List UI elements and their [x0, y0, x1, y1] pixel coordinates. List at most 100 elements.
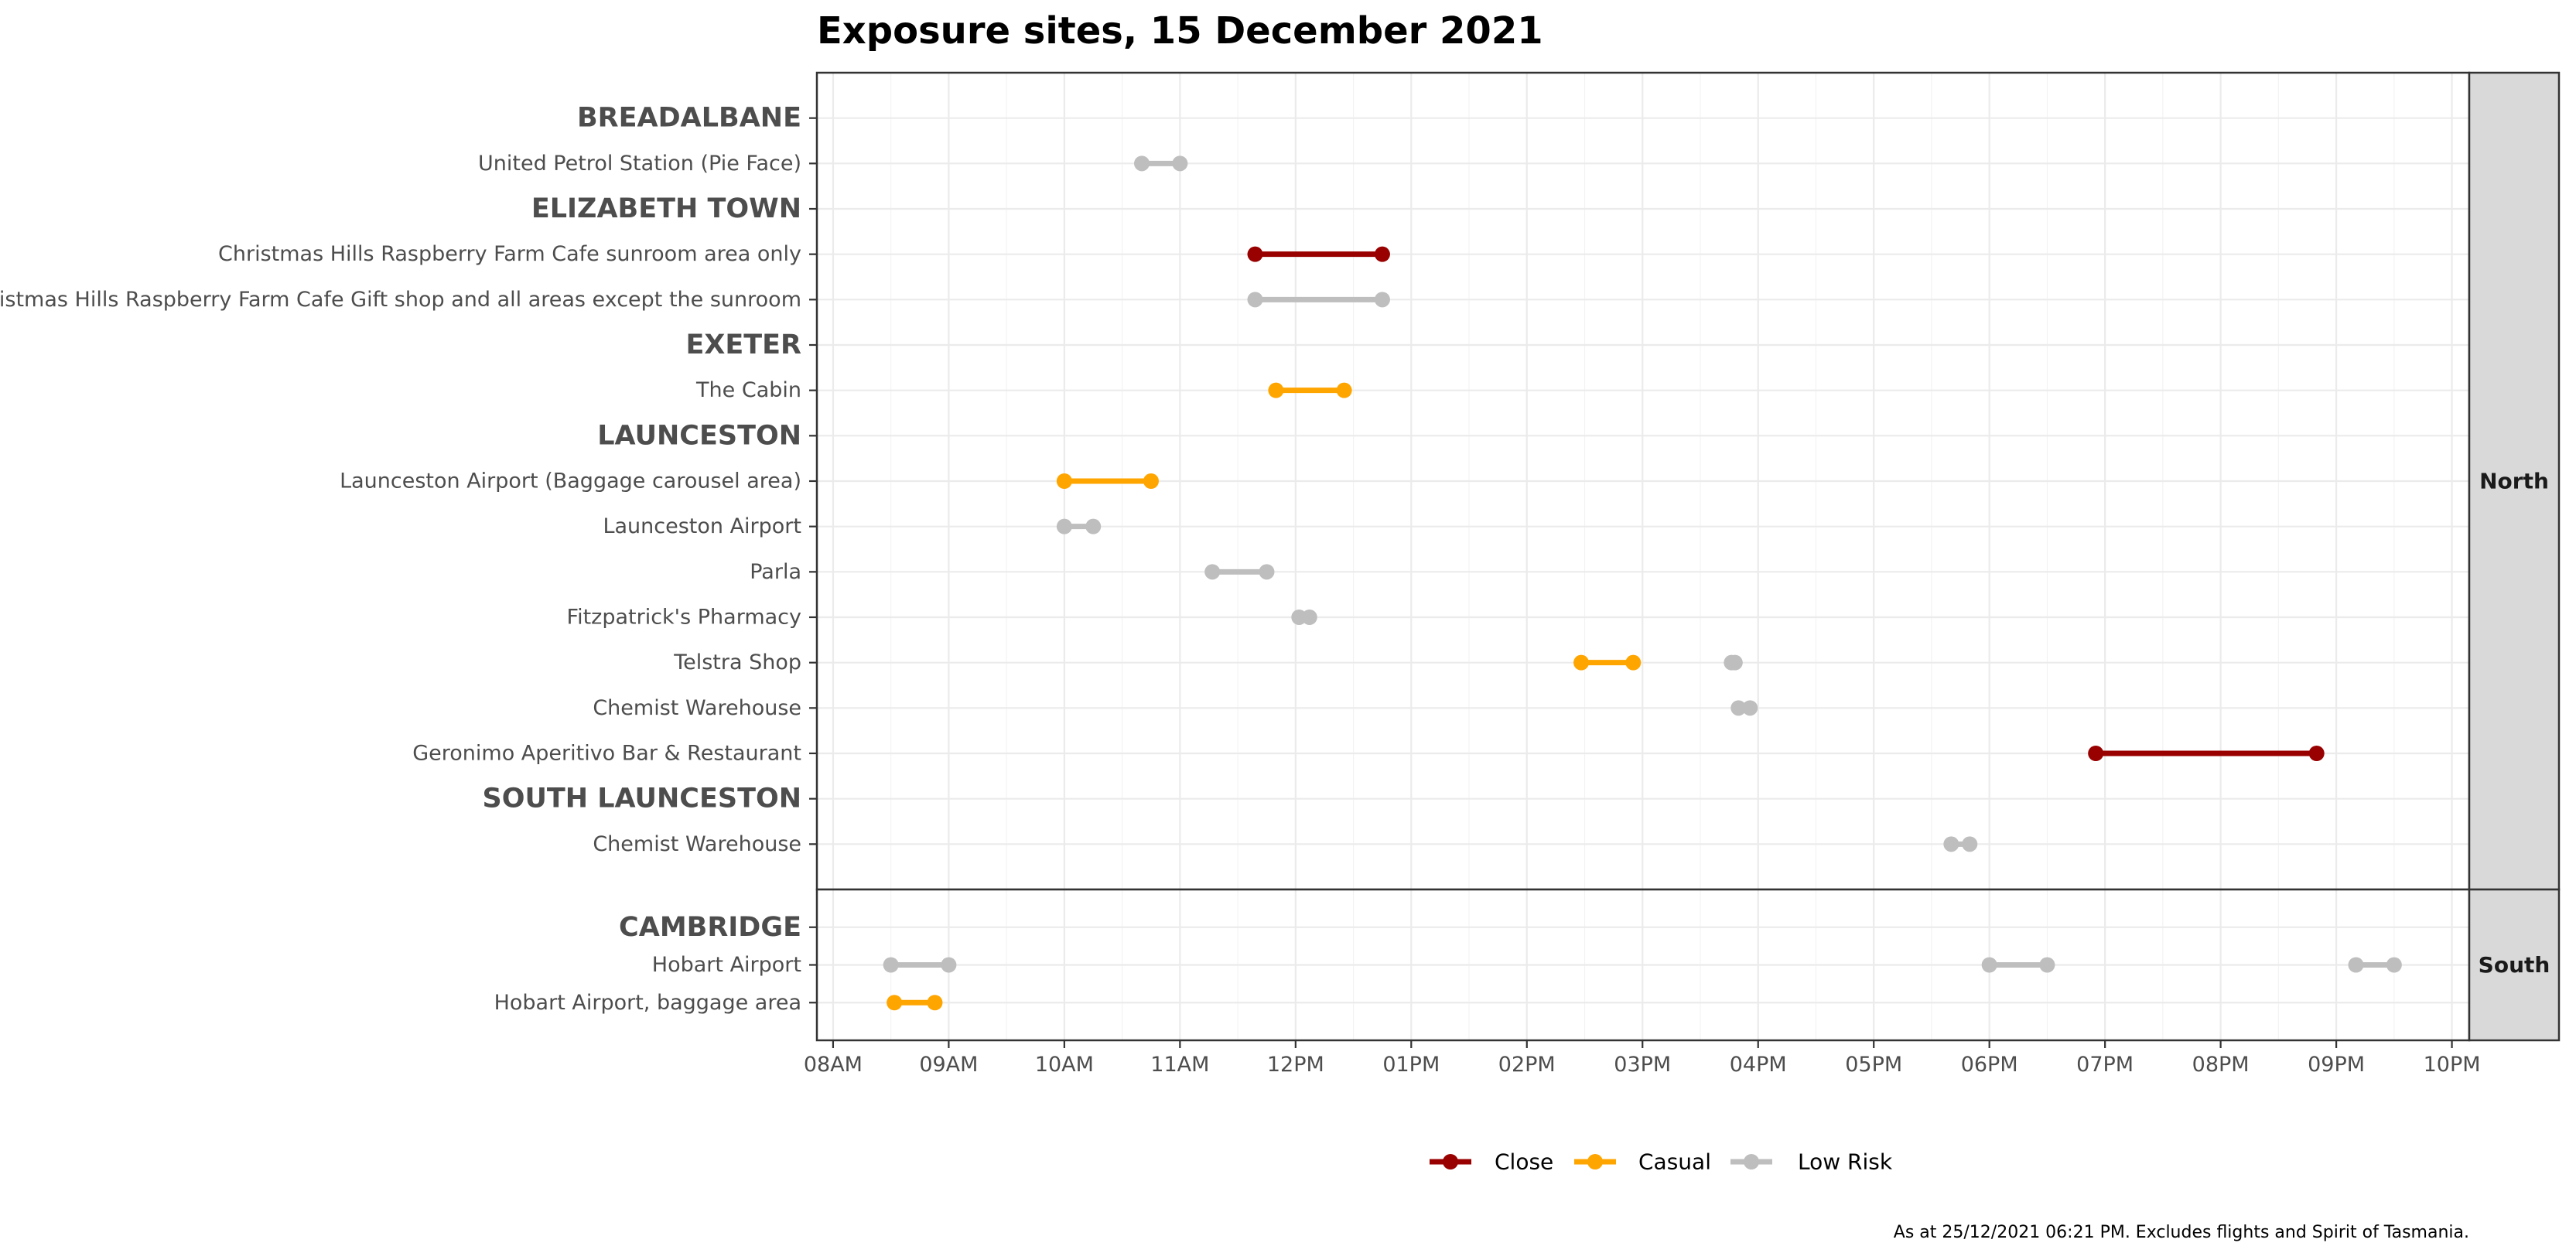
exposure-segment [1056, 518, 1102, 534]
x-tick-label: 07PM [2076, 1053, 2134, 1077]
panel-south: CAMBRIDGE Hobart Airport Hobart Airport, b… [494, 888, 2561, 1042]
town-label: CAMBRIDGE [619, 912, 801, 943]
segment-end-point [2308, 746, 2325, 761]
site-label: Christmas Hills Raspberry Farm Cafe Gift… [0, 288, 801, 312]
legend-label: Close [1495, 1149, 1553, 1175]
segment-start-point [883, 957, 899, 973]
x-tick-label: 09PM [2308, 1053, 2365, 1077]
segment-start-point [1981, 957, 1997, 973]
site-label: Parla [750, 560, 801, 584]
town-label: SOUTH LAUNCESTON [483, 784, 801, 814]
town-label: BREADALBANE [577, 103, 801, 134]
legend-item: Close [1430, 1149, 1553, 1175]
facet-strip [2468, 71, 2561, 891]
segment-end-point [1962, 836, 1978, 852]
segment-end-point [927, 995, 943, 1011]
legend-item: Casual [1574, 1149, 1711, 1175]
town-label: ELIZABETH TOWN [531, 193, 801, 224]
segment-end-point [1374, 246, 1390, 262]
segment-end-point [941, 957, 957, 973]
site-label: Hobart Airport [652, 953, 801, 977]
legend-key-point [1744, 1154, 1759, 1170]
exposure-segment [2088, 746, 2325, 761]
x-axis: 08AM 09AM 10AM 11AM 12PM 01PM 02PM 03PM 04PM 05PM… [804, 1040, 2481, 1077]
segment-start-point [1056, 473, 1072, 489]
site-label: Christmas Hills Raspberry Farm Cafe sunr… [218, 242, 801, 266]
site-label: Chemist Warehouse [593, 832, 801, 856]
x-tick-label: 02PM [1498, 1053, 1556, 1077]
exposure-segment [1573, 654, 1642, 671]
x-tick-label: 06PM [1961, 1053, 2018, 1077]
x-tick-label: 08PM [2192, 1053, 2250, 1077]
site-label: Telstra Shop [673, 650, 801, 674]
exposure-segment [1204, 564, 1275, 580]
segment-end-point [1727, 654, 1743, 671]
x-tick-label: 08AM [804, 1053, 863, 1077]
segment-start-point [1268, 382, 1284, 398]
site-label: Hobart Airport, baggage area [494, 991, 801, 1015]
chart-caption: As at 25/12/2021 06:21 PM. Excludes flig… [1894, 1223, 2469, 1242]
chart-panels: BREADALBANE United Petrol Station (Pie Fa… [0, 71, 2561, 1042]
exposure-segment [1943, 836, 1978, 852]
segment-start-point [1134, 155, 1150, 172]
segment-start-point [1056, 518, 1072, 534]
segment-start-point [1247, 292, 1263, 308]
site-label: Launceston Airport (Baggage carousel are… [340, 470, 801, 493]
site-label: Fitzpatrick's Pharmacy [567, 606, 802, 630]
segment-start-point [1573, 654, 1590, 671]
panel-north: BREADALBANE United Petrol Station (Pie Fa… [0, 71, 2561, 891]
exposure-segment [1247, 292, 1390, 308]
x-tick-label: 12PM [1267, 1053, 1324, 1077]
x-tick-label: 11AM [1150, 1053, 1209, 1077]
segment-end-point [2386, 957, 2402, 973]
site-label: United Petrol Station (Pie Face) [478, 152, 801, 176]
segment-end-point [1374, 292, 1390, 308]
segment-start-point [1943, 836, 1959, 852]
x-tick-label: 10AM [1035, 1053, 1094, 1077]
segment-start-point [2088, 746, 2104, 761]
segment-end-point [1336, 382, 1352, 398]
legend-label: Low Risk [1798, 1149, 1893, 1175]
segment-end-point [1172, 155, 1188, 172]
chart-title: Exposure sites, 15 December 2021 [817, 9, 1543, 53]
town-label: EXETER [685, 330, 801, 360]
segment-end-point [1143, 473, 1159, 489]
exposure-segment [1134, 155, 1188, 172]
segment-end-point [1259, 564, 1275, 580]
exposure-segment [1724, 654, 1743, 671]
segment-end-point [2039, 957, 2055, 973]
facet-strip [2468, 888, 2561, 1042]
town-label: LAUNCESTON [597, 420, 801, 451]
segment-end-point [1742, 700, 1758, 716]
x-tick-label: 10PM [2424, 1053, 2481, 1077]
facet-strip-label: North [2479, 469, 2549, 494]
legend-item: Low Risk [1730, 1149, 1893, 1175]
exposure-segment [1981, 957, 2055, 973]
segment-start-point [1730, 700, 1747, 716]
x-tick-label: 03PM [1614, 1053, 1671, 1077]
site-label: Chemist Warehouse [593, 696, 801, 720]
x-tick-label: 09AM [919, 1053, 978, 1077]
exposure-segment [887, 995, 943, 1011]
segment-end-point [1085, 518, 1102, 534]
segment-start-point [1204, 564, 1221, 580]
legend: Close Casual Low Risk [1430, 1149, 1893, 1175]
exposure-segment [2348, 957, 2402, 973]
exposure-segment [1730, 700, 1758, 716]
exposure-segment [1056, 473, 1159, 489]
segment-end-point [1301, 610, 1317, 625]
legend-label: Casual [1638, 1149, 1711, 1175]
site-label: Geronimo Aperitivo Bar & Restaurant [412, 742, 801, 766]
exposure-segment [883, 957, 957, 973]
site-label: Launceston Airport [603, 514, 801, 538]
segment-start-point [1247, 246, 1263, 262]
facet-strip-label: South [2479, 952, 2550, 978]
segment-start-point [887, 995, 903, 1011]
x-tick-label: 04PM [1730, 1053, 1787, 1077]
exposure-segment [1247, 246, 1390, 262]
x-tick-label: 05PM [1845, 1053, 1902, 1077]
legend-key-point [1587, 1154, 1603, 1170]
legend-key-point [1443, 1154, 1458, 1170]
exposure-segment [1268, 382, 1352, 398]
